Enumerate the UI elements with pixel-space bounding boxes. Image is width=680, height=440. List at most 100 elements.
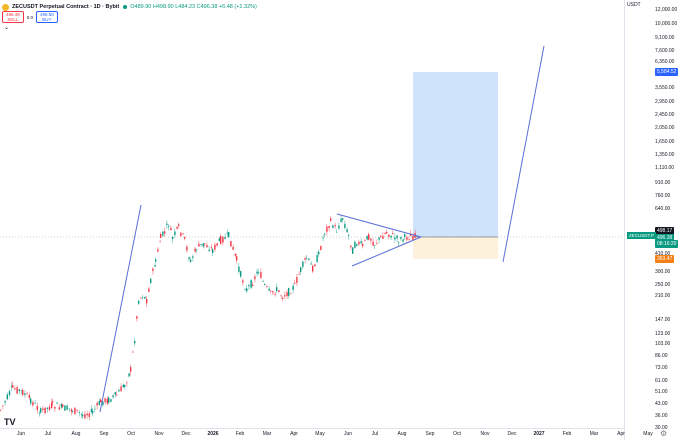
candle-body (112, 395, 114, 398)
price-axis-tick: 43.00 (655, 401, 668, 407)
candle-body (274, 293, 276, 295)
candle-body (178, 224, 180, 227)
candle-body (16, 387, 18, 394)
candle-body (26, 393, 28, 395)
candle-body (212, 249, 214, 253)
candle-body (266, 286, 268, 287)
candle-body (226, 232, 228, 234)
price-axis-tick: 3,550.00 (655, 85, 675, 91)
candle-body (198, 243, 200, 247)
candle-body (18, 389, 20, 392)
candle-body (88, 413, 90, 417)
candle-body (254, 276, 256, 280)
price-axis-tick: 30.00 (655, 425, 668, 431)
candle-body (256, 271, 258, 274)
candle-body (296, 277, 298, 283)
candle-body (54, 406, 56, 409)
time-axis-tick: Feb (235, 431, 245, 437)
candle-body (200, 244, 202, 245)
candle-body (336, 231, 338, 233)
candle-body (276, 287, 278, 292)
candle-body (280, 295, 282, 297)
time-axis[interactable]: Jun Jul Aug Sep Oct Nov Dec 2026 Feb Mar Apr May Jun… (0, 428, 653, 440)
settings-gear-icon[interactable]: ⚙ (660, 429, 668, 438)
axis-currency[interactable]: USDT (627, 2, 641, 8)
candle-body (52, 401, 54, 403)
price-axis-tick: 410.00 (655, 251, 671, 257)
candle-body (42, 408, 44, 410)
candle-body (402, 239, 404, 242)
tradingview-logo[interactable]: TV (4, 417, 16, 427)
chart-area[interactable] (0, 0, 624, 428)
candle-body (258, 271, 260, 273)
candle-body (48, 406, 51, 410)
candle-body (40, 408, 42, 413)
candle-body (70, 409, 73, 412)
candle-body (182, 233, 184, 235)
sell-button[interactable]: 496.49 SELL (2, 11, 24, 23)
price-axis-tick: 123.00 (655, 331, 671, 337)
candle-body (32, 402, 34, 406)
candle-body (196, 249, 198, 251)
candle-body (364, 240, 366, 241)
candle-body (338, 225, 340, 229)
symbol-title[interactable]: ZECUSDT Perpetual Contract · 1D · Bybit (12, 4, 120, 10)
price-axis-tick: 1,650.00 (655, 139, 675, 145)
price-axis-tick: 61.00 (655, 378, 668, 384)
candle-body (282, 297, 284, 299)
time-axis-tick: 2026 (207, 431, 219, 437)
candle-body (118, 390, 120, 392)
price-axis-tick: 250.00 (655, 282, 671, 288)
time-axis-tick: Nov (480, 431, 490, 437)
candle-body (250, 280, 252, 288)
projection-trendline (502, 45, 545, 263)
candle-body (184, 236, 186, 239)
candle-body (12, 384, 14, 388)
candle-body (74, 407, 76, 415)
candle-body (60, 404, 63, 408)
candle-body (100, 399, 102, 403)
candle-body (232, 247, 234, 250)
time-axis-tick: Aug (71, 431, 81, 437)
sell-price: 496.49 (6, 12, 20, 17)
candle-body (98, 400, 100, 406)
candle-body (376, 243, 378, 244)
time-axis-tick: Feb (562, 431, 572, 437)
stop-zone (413, 237, 498, 259)
candle-body (4, 401, 6, 403)
price-axis-tick: 1,350.00 (655, 152, 675, 158)
candle-body (238, 266, 240, 272)
candle-body (180, 232, 182, 236)
candle-body (126, 382, 128, 384)
candle-body (157, 249, 159, 252)
price-axis-tick: 300.00 (655, 269, 671, 275)
candle-body (404, 234, 406, 237)
candle-body (268, 288, 270, 291)
chart-header: ZECUSDT Perpetual Contract · 1D · Bybit … (2, 2, 257, 12)
price-axis-tick: 103.00 (655, 341, 671, 347)
candle-body (348, 235, 350, 236)
collapse-chevron-icon[interactable]: ⌄ (4, 25, 10, 31)
candle-body (6, 394, 8, 400)
candle-body (264, 284, 266, 285)
buy-button[interactable]: 496.50 BUY (36, 11, 58, 23)
time-axis-tick: Sep (99, 431, 109, 437)
time-axis-tick: Dec (181, 431, 191, 437)
candle-body (159, 241, 161, 243)
price-axis[interactable]: USDT 12,000.00 10,000.00 9,100.00 7,600.00 6… (624, 0, 680, 440)
candle-body (228, 232, 230, 238)
candle-body (320, 246, 322, 250)
price-axis-tick: 910.00 (655, 180, 671, 186)
candle-body (240, 271, 242, 277)
price-axis-tick: 51.00 (655, 389, 668, 395)
candle-body (316, 255, 318, 263)
price-axis-tick: 210.00 (655, 293, 671, 299)
price-chart[interactable] (0, 0, 624, 428)
candle-body (140, 297, 142, 299)
candle-body (350, 245, 352, 248)
candle-body (312, 265, 314, 272)
candle-body (340, 218, 342, 222)
candle-body (86, 413, 88, 416)
candle-body (102, 401, 104, 406)
entry-price-tag: 498.17 (655, 227, 675, 235)
